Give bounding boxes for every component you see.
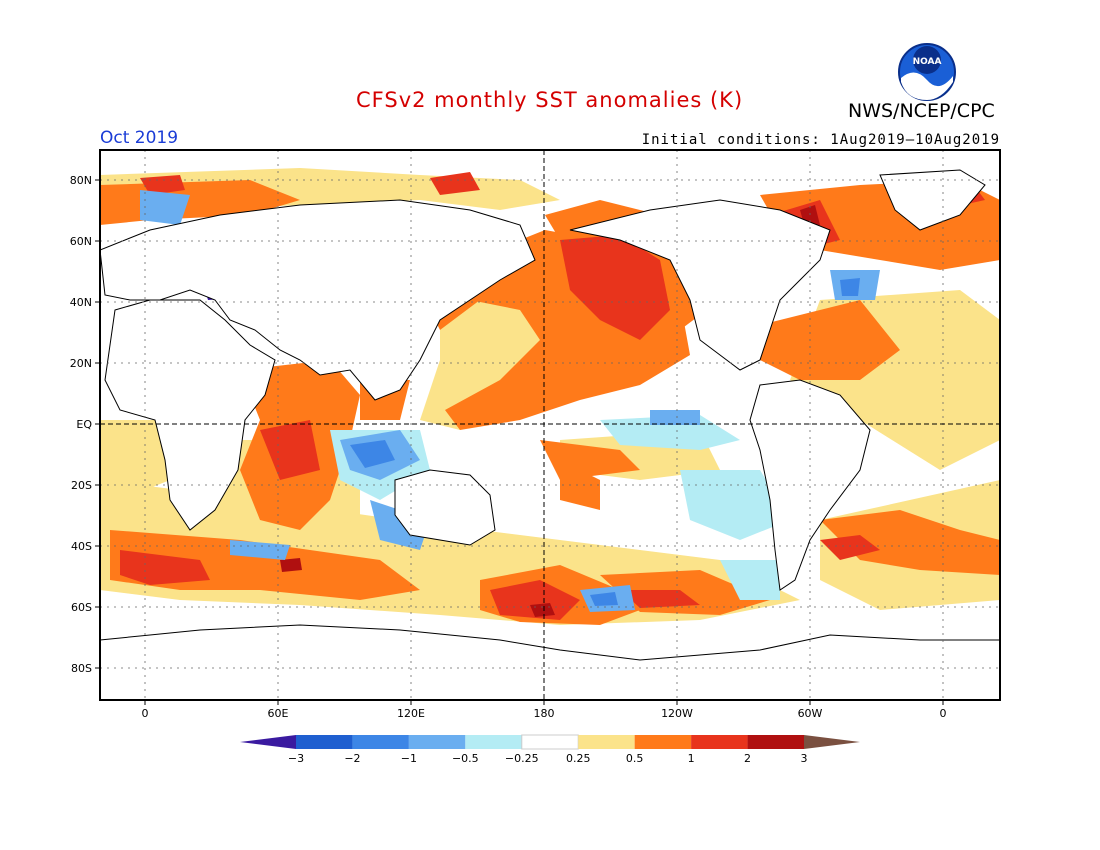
lon-label: 60W <box>798 707 823 720</box>
lat-label: 20N <box>70 357 92 370</box>
lon-label: 120W <box>661 707 693 720</box>
colorbar-segment <box>578 735 635 749</box>
colorbar-segment <box>634 735 692 749</box>
initial-conditions: Initial conditions: 1Aug2019–10Aug2019 <box>641 132 1000 148</box>
colorbar-label: −1 <box>401 752 417 765</box>
lat-label: 20S <box>71 479 92 492</box>
lat-label: 40S <box>71 540 92 553</box>
colorbar-segment <box>352 735 409 749</box>
colorbar-segment <box>521 734 579 750</box>
lat-label: 60N <box>70 235 92 248</box>
colorbar-label: −0.25 <box>505 752 539 765</box>
lat-label: 80S <box>71 662 92 675</box>
colorbar-segment <box>747 735 804 749</box>
noaa-logo: NOAA <box>897 42 957 106</box>
lon-label: 0 <box>940 707 947 720</box>
colorbar-segment <box>240 735 296 749</box>
colorbar-segment <box>296 735 353 749</box>
agency-label: NWS/NCEP/CPC <box>848 100 995 122</box>
map-frame <box>99 149 1001 701</box>
lat-label: EQ <box>76 418 92 431</box>
svg-text:NOAA: NOAA <box>913 57 942 67</box>
continent-outlines <box>100 169 1000 700</box>
colorbar-segment <box>408 735 466 749</box>
colorbar-label: 1 <box>688 752 695 765</box>
colorbar-label: −3 <box>288 752 304 765</box>
colorbar-segment <box>691 735 748 749</box>
lat-label: 40N <box>70 296 92 309</box>
colorbar-label: 3 <box>801 752 808 765</box>
lat-label: 80N <box>70 174 92 187</box>
colorbar-label: 2 <box>744 752 751 765</box>
lat-label: 60S <box>71 601 92 614</box>
lon-label: 180 <box>534 707 555 720</box>
graticule <box>100 150 1000 700</box>
colorbar-label: 0.25 <box>566 752 591 765</box>
colorbar-label: −2 <box>344 752 360 765</box>
lon-label: 0 <box>142 707 149 720</box>
map-title: CFSv2 monthly SST anomalies (K) <box>356 88 744 112</box>
colorbar-label: 0.5 <box>626 752 644 765</box>
colorbar-segment <box>804 735 860 749</box>
lon-label: 60E <box>268 707 289 720</box>
colorbar-label: −0.5 <box>452 752 479 765</box>
colorbar: −3 −2 −1 −0.5 −0.25 0.25 0.5 1 2 3 <box>240 734 860 765</box>
reference-lines <box>100 150 1000 700</box>
lon-label: 120E <box>397 707 425 720</box>
forecast-month: Oct 2019 <box>100 128 179 148</box>
colorbar-segment <box>465 735 522 749</box>
